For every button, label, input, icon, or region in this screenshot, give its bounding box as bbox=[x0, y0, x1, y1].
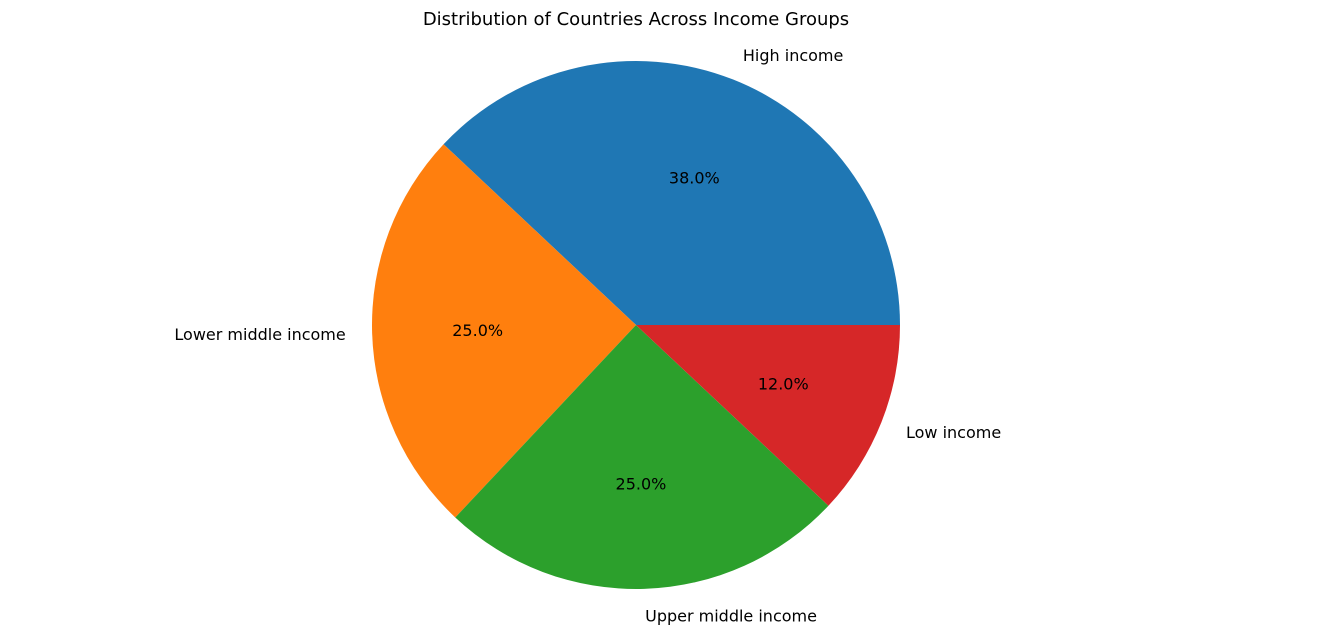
slice-percent-upper-middle-income: 25.0% bbox=[616, 474, 667, 493]
slice-label-high-income: High income bbox=[743, 46, 843, 65]
pie-labels: High income 38.0% Lower middle income 25.0%… bbox=[174, 46, 1001, 625]
pie-slice-upper-middle-income bbox=[455, 325, 829, 589]
slice-percent-lower-middle-income: 25.0% bbox=[452, 321, 503, 340]
slice-label-low-income: Low income bbox=[906, 423, 1001, 442]
chart-title: Distribution of Countries Across Income … bbox=[423, 9, 849, 30]
pie-slice-low-income bbox=[636, 325, 900, 506]
slice-label-lower-middle-income: Lower middle income bbox=[174, 325, 345, 344]
pie-slice-high-income bbox=[443, 60, 900, 325]
pie-slice-lower-middle-income bbox=[372, 144, 636, 518]
slice-percent-low-income: 12.0% bbox=[758, 374, 809, 393]
pie-slices bbox=[372, 60, 900, 589]
slice-label-upper-middle-income: Upper middle income bbox=[645, 606, 817, 625]
slice-percent-high-income: 38.0% bbox=[669, 169, 720, 188]
